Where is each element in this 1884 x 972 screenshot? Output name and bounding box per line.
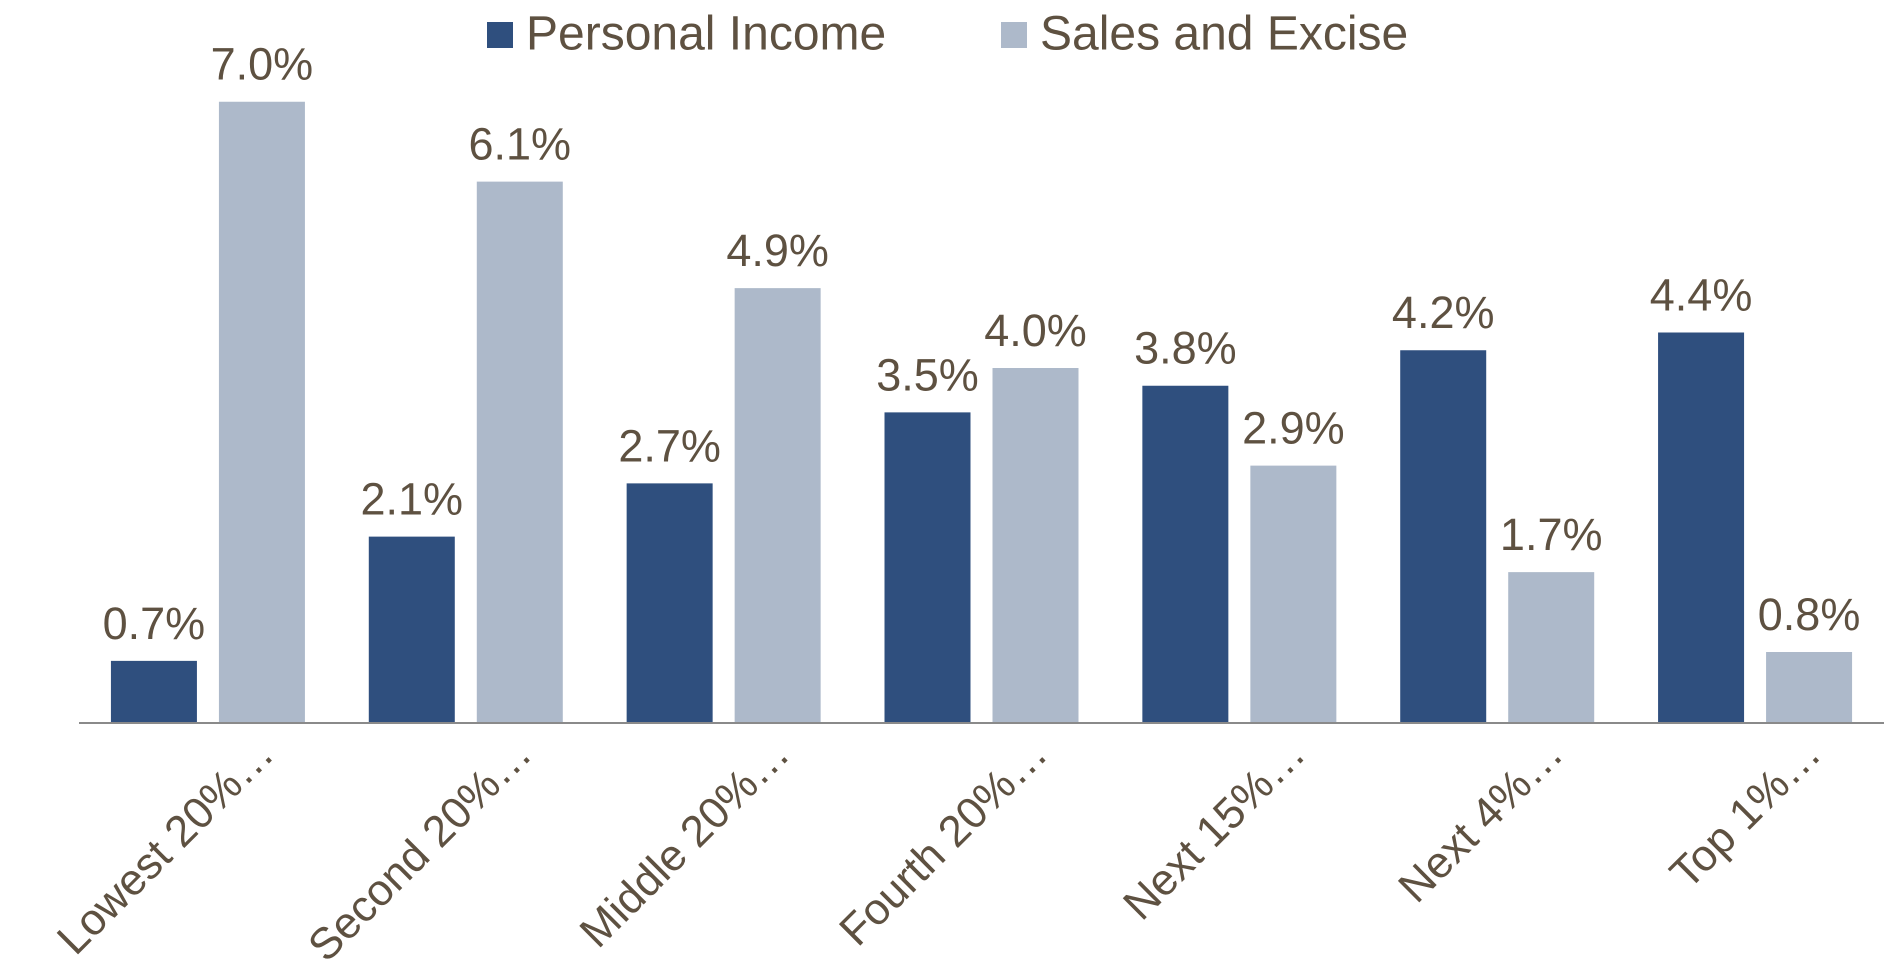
bar (884, 412, 971, 723)
x-tick-label: Next 15%… (1114, 729, 1315, 930)
x-tick-label: Fourth 20%… (830, 729, 1057, 956)
bar (1142, 385, 1229, 723)
x-tick-label: Next 4%… (1389, 729, 1572, 912)
data-label: 3.5% (876, 349, 979, 400)
data-label: 6.1% (468, 119, 571, 170)
legend-swatch (487, 22, 513, 48)
x-tick-label: Middle 20%… (571, 729, 799, 957)
bar (1508, 572, 1595, 723)
bar (1250, 465, 1337, 723)
data-label: 2.1% (360, 474, 463, 525)
bar (992, 368, 1079, 723)
legend-label: Personal Income (526, 8, 886, 61)
bar (218, 101, 305, 723)
bar (1658, 332, 1745, 723)
data-label: 1.7% (1500, 509, 1603, 560)
legend-swatch (1001, 22, 1027, 48)
bar (1400, 350, 1487, 723)
data-label: 4.0% (984, 305, 1087, 356)
x-tick-label: Second 20%… (299, 729, 541, 971)
x-tick-label: Top 1%… (1661, 729, 1831, 899)
data-label: 4.4% (1650, 269, 1753, 320)
data-label: 0.8% (1758, 589, 1861, 640)
bar (626, 483, 713, 723)
data-label: 0.7% (103, 598, 206, 649)
data-label: 3.8% (1134, 323, 1237, 374)
data-label: 2.7% (618, 420, 721, 471)
legend-label: Sales and Excise (1040, 8, 1408, 61)
bar (1766, 652, 1853, 723)
data-label: 7.0% (211, 39, 314, 90)
bar (476, 181, 563, 723)
data-label: 2.9% (1242, 403, 1345, 454)
bar (110, 660, 197, 723)
bar (368, 536, 455, 723)
x-tick-label: Lowest 20%… (48, 729, 283, 964)
data-label: 4.2% (1392, 287, 1495, 338)
data-label: 4.9% (726, 225, 829, 276)
bar (734, 288, 821, 723)
